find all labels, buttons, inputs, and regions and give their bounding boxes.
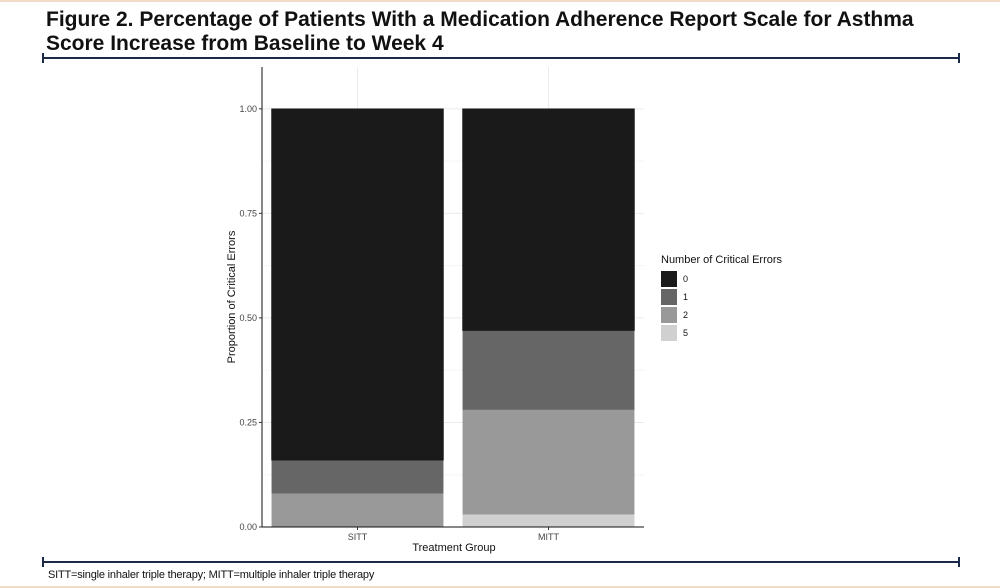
y-tick-label: 0.50 xyxy=(239,313,257,323)
x-tick-label: SITT xyxy=(348,532,368,542)
legend-label-5: 5 xyxy=(683,328,688,338)
legend-swatch-5 xyxy=(661,325,677,341)
top-frame-line xyxy=(0,0,1000,2)
bar-mitt-errors-0 xyxy=(462,108,635,331)
x-tick-label: MITT xyxy=(538,532,559,542)
axes: 0.00 0.25 0.50 0.75 1.00 SITT MITT xyxy=(239,67,644,542)
title-rule xyxy=(42,53,960,63)
y-tick-label: 0.25 xyxy=(239,417,257,427)
x-axis-label: Treatment Group xyxy=(412,542,495,554)
y-tick-label: 0.00 xyxy=(239,522,257,532)
legend-title: Number of Critical Errors xyxy=(661,254,783,266)
legend-swatch-0 xyxy=(661,271,677,287)
y-tick-label: 0.75 xyxy=(239,208,257,218)
figure-title: Figure 2. Percentage of Patients With a … xyxy=(46,8,914,55)
bar-mitt-errors-2 xyxy=(462,409,635,515)
bar-mitt-errors-1 xyxy=(462,330,635,410)
footnote: SITT=single inhaler triple therapy; MITT… xyxy=(48,569,375,581)
legend-swatch-2 xyxy=(661,307,677,323)
legend-label-2: 2 xyxy=(683,310,688,320)
y-tick-label: 1.00 xyxy=(239,104,257,114)
bottom-frame-line xyxy=(0,586,1000,588)
bar-sitt-errors-0 xyxy=(271,108,444,461)
legend: Number of Critical Errors 0 1 2 5 xyxy=(661,254,783,341)
bars xyxy=(271,108,635,527)
y-axis-label: Proportion of Critical Errors xyxy=(226,230,238,363)
legend-label-0: 0 xyxy=(683,274,688,284)
bar-sitt-errors-2 xyxy=(271,493,444,527)
legend-label-1: 1 xyxy=(683,292,688,302)
bar-sitt-errors-1 xyxy=(271,460,444,494)
footnote-rule xyxy=(42,557,960,567)
bar-mitt-errors-5 xyxy=(462,514,635,527)
legend-swatch-1 xyxy=(661,289,677,305)
